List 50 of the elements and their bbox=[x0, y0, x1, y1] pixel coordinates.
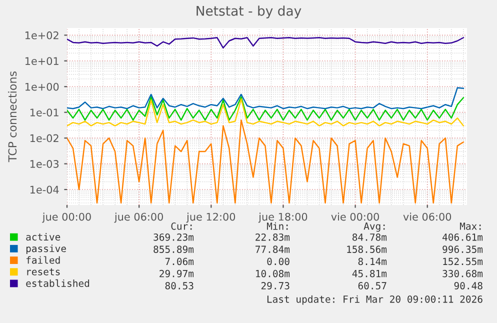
text: 0.00 bbox=[267, 258, 290, 266]
text: 8.14m bbox=[358, 258, 387, 266]
text: 158.56m bbox=[347, 246, 387, 253]
text: 90.48 bbox=[454, 282, 482, 290]
line-series bbox=[67, 119, 464, 204]
legend-label: failed bbox=[26, 256, 60, 264]
y-tick-label: 1e+01 bbox=[25, 57, 58, 65]
line-series bbox=[67, 96, 464, 121]
text: 996.35m bbox=[442, 246, 483, 253]
text: Cur: bbox=[171, 222, 192, 230]
legend-label: passive bbox=[26, 244, 66, 254]
x-tick-label: vie 06:00 bbox=[403, 212, 452, 221]
x-tick-label: jue 12:00 bbox=[186, 212, 236, 223]
text: 29.73 bbox=[261, 282, 290, 290]
text: 22.83m bbox=[256, 233, 290, 241]
text: 152.55m bbox=[443, 258, 483, 266]
legend-label: resets bbox=[27, 268, 60, 276]
text: 29.97m bbox=[160, 270, 194, 278]
line-series bbox=[67, 98, 464, 126]
text: Avg: bbox=[364, 222, 385, 232]
y-tick-label: 1e-02 bbox=[30, 134, 58, 142]
text: 369.23m bbox=[154, 233, 194, 241]
text: 855.89m bbox=[154, 246, 194, 253]
text: Max: bbox=[460, 222, 481, 230]
x-tick-label: vie 00:00 bbox=[331, 212, 379, 221]
text: 7.06m bbox=[165, 258, 194, 266]
x-tick-label: jue 18:00 bbox=[258, 212, 308, 223]
text: 84.78m bbox=[352, 233, 387, 241]
text: 10.08m bbox=[256, 270, 290, 278]
x-tick-label: jue 06:00 bbox=[114, 212, 163, 223]
y-tick-label: 1e+00 bbox=[25, 82, 59, 91]
text: 60.57 bbox=[358, 282, 386, 290]
line-series bbox=[67, 37, 464, 49]
y-tick-label: 1e-04 bbox=[30, 186, 59, 194]
x-tick-label: jue 00:00 bbox=[42, 212, 91, 223]
text: 45.81m bbox=[352, 270, 387, 278]
text: 330.68m bbox=[442, 270, 483, 278]
y-axis-title: TCP connections bbox=[8, 71, 17, 162]
y-tick-label: 1e-01 bbox=[30, 108, 58, 116]
chart-title: Netstat - by day bbox=[196, 6, 302, 18]
y-tick-label: 1e+02 bbox=[25, 31, 58, 40]
y-tick-label: 1e-03 bbox=[30, 160, 59, 168]
text: 80.53 bbox=[165, 282, 194, 290]
text: Min: bbox=[266, 222, 288, 230]
text: 406.61m bbox=[442, 233, 483, 241]
legend-label: active bbox=[26, 233, 60, 241]
text: Last update: Fri Mar 20 09:00:11 2026 bbox=[267, 295, 482, 305]
text: 77.84m bbox=[256, 246, 290, 253]
legend-label: established bbox=[26, 279, 90, 287]
line-series bbox=[67, 87, 464, 110]
